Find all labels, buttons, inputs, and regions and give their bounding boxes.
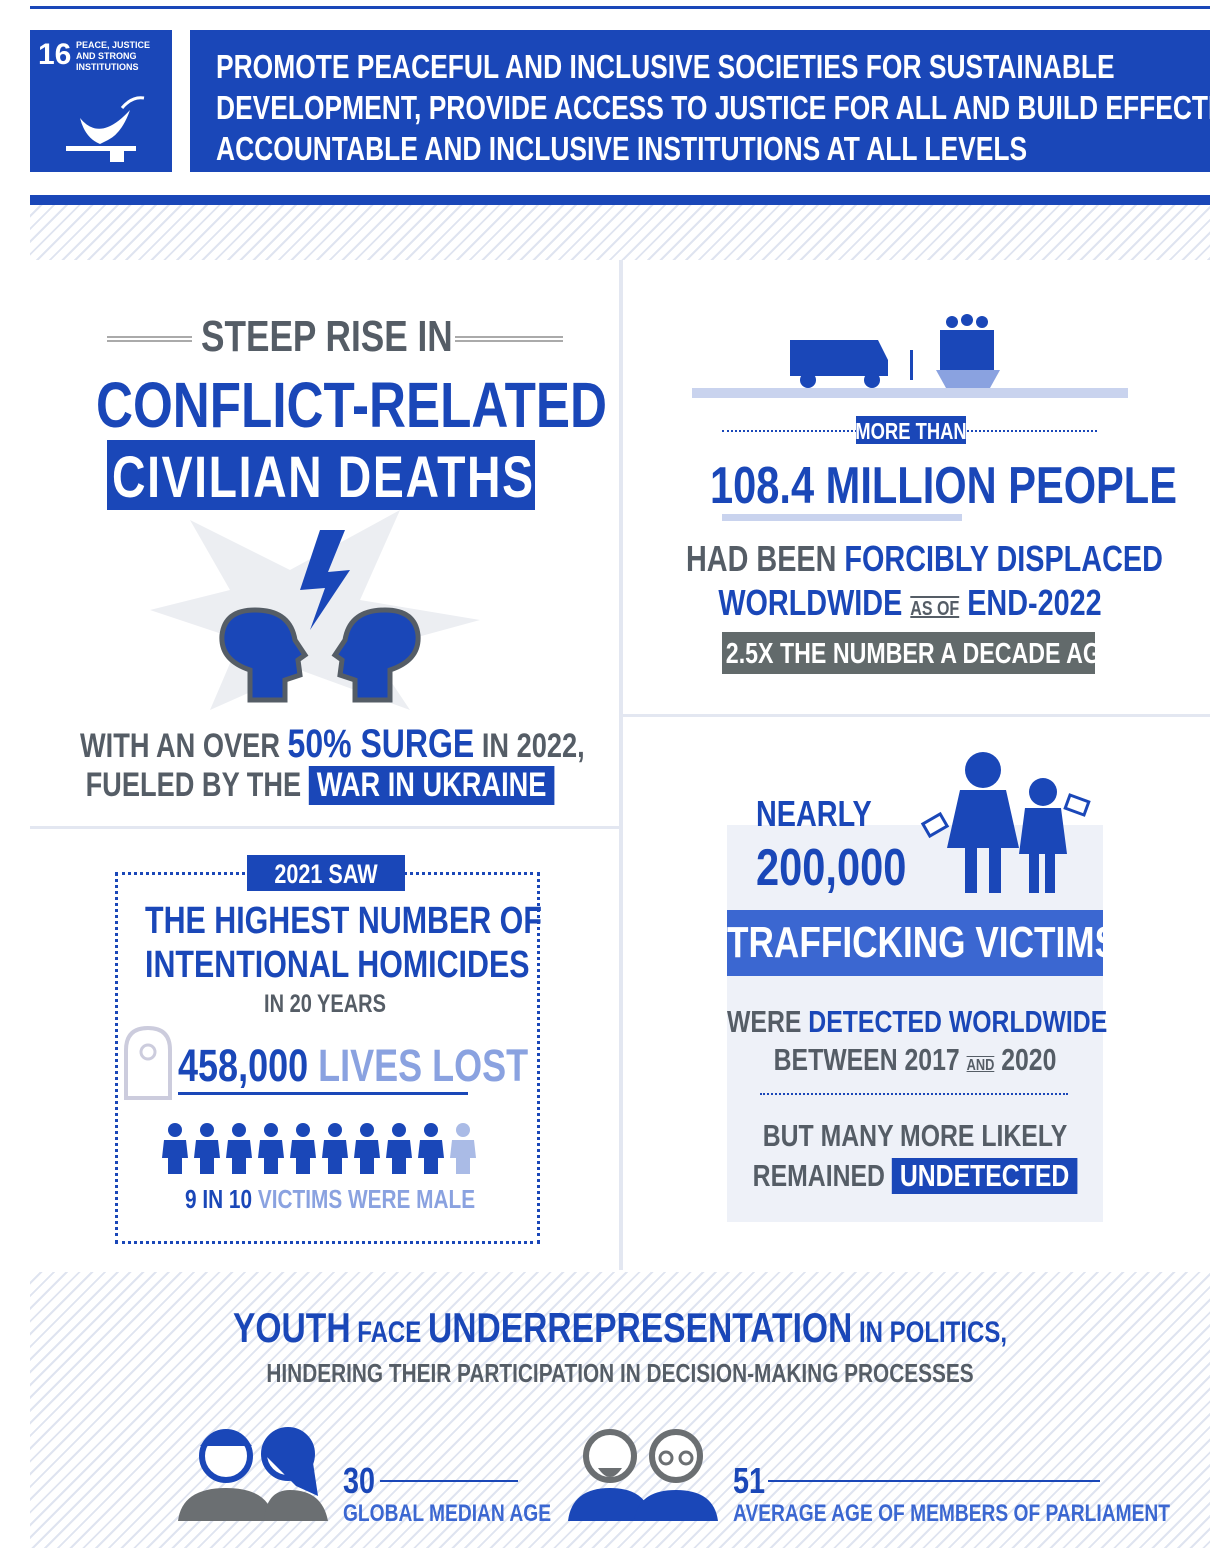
label: TRAFFICKING VICTIMS [727, 918, 1103, 968]
text: AND [967, 1057, 995, 1074]
figure: 458,000 LIVES LOST [178, 1040, 498, 1092]
text: AS OF [910, 598, 959, 620]
divider [619, 260, 623, 1270]
highlight: DETECTED WORLDWIDE [808, 1004, 1107, 1039]
goal-badge: 16 PEACE, JUSTICE AND STRONG INSTITUTION… [30, 30, 172, 172]
trafficking-text: REMAINED UNDETECTED [727, 1158, 1103, 1194]
kicker: NEARLY [756, 793, 916, 835]
stat-label: AVERAGE AGE OF MEMBERS OF PARLIAMENT [733, 1500, 1170, 1528]
rule [455, 336, 563, 342]
caption-text: WITH AN OVER [80, 727, 288, 765]
stat-rule [380, 1480, 518, 1482]
page: 16 PEACE, JUSTICE AND STRONG INSTITUTION… [0, 0, 1224, 1548]
trafficking-text: WERE DETECTED WORLDWIDE [727, 1004, 1103, 1040]
highlight: WORLDWIDE [718, 582, 910, 623]
badge-text: MORE THAN [838, 418, 984, 445]
goal-number: 16 [38, 38, 71, 72]
goal-name-line: PEACE, JUSTICE [76, 40, 166, 51]
text: WERE [727, 1004, 808, 1039]
highlight: UNDERREPRESENTATION [428, 1304, 852, 1351]
figure-suffix: LIVES LOST [318, 1040, 528, 1091]
stat-label: GLOBAL MEDIAN AGE [343, 1500, 551, 1528]
caption-text: FUELED BY THE [86, 766, 309, 804]
top-rule [30, 6, 1210, 9]
displaced-text: WORLDWIDE AS OF END-2022 [686, 582, 1134, 624]
sub: IN 20 YEARS [225, 990, 425, 1019]
text: IN POLITICS, [852, 1316, 1007, 1349]
highlight: YOUTH [233, 1304, 351, 1351]
figure: 108.4 MILLION PEOPLE [710, 456, 1110, 516]
underline [722, 514, 962, 521]
text: HAD BEEN [686, 538, 844, 579]
headline: CIVILIAN DEATHS [112, 444, 528, 511]
dove-icon [60, 88, 150, 164]
text: REMAINED [753, 1158, 892, 1193]
highlight: FORCIBLY DISPLACED [844, 538, 1162, 579]
youth-headline: YOUTH FACE UNDERREPRESENTATION IN POLITI… [188, 1304, 1052, 1352]
text: BETWEEN 2017 [774, 1042, 967, 1077]
footnote-highlight: 9 IN 10 [185, 1184, 252, 1214]
goal-title: PROMOTE PEACEFUL AND INCLUSIVE SOCIETIES… [190, 30, 1210, 172]
goal-title-line: ACCOUNTABLE AND INCLUSIVE INSTITUTIONS A… [216, 128, 1011, 169]
trafficking-text: BETWEEN 2017 AND 2020 [727, 1042, 1103, 1078]
stat-value: 30 [343, 1460, 375, 1502]
figure-number: 458,000 [178, 1040, 308, 1091]
caption-highlight: 50% SURGE [288, 722, 475, 766]
text: FACE [351, 1316, 428, 1349]
note: 2.5X THE NUMBER A DECADE AGO [726, 638, 1092, 671]
children-icon [915, 748, 1095, 898]
goal-name-line: AND STRONG [76, 51, 166, 62]
caption: FUELED BY THE WAR IN UKRAINE [80, 766, 560, 805]
underline [178, 1092, 468, 1095]
tombstone-icon [118, 1020, 178, 1100]
victim-icons [160, 1122, 490, 1176]
divider [623, 714, 1210, 717]
divider [30, 826, 619, 829]
headline: CONFLICT-RELATED [96, 368, 544, 442]
stat-rule [768, 1480, 1100, 1482]
goal-title-line: PROMOTE PEACEFUL AND INCLUSIVE SOCIETIES… [216, 46, 1011, 87]
text: 2020 [994, 1042, 1056, 1077]
kicker: STEEP RISE IN [201, 312, 449, 362]
footnote-text: VICTIMS WERE MALE [252, 1184, 475, 1214]
caption-text: IN 2022, [474, 727, 584, 765]
footnote: 9 IN 10 VICTIMS WERE MALE [185, 1184, 465, 1215]
caption-highlight: WAR IN UKRAINE [309, 766, 555, 805]
youth-subtitle: HINDERING THEIR PARTICIPATION IN DECISIO… [220, 1358, 1020, 1389]
badge-text: 2021 SAW [249, 859, 403, 890]
dotted-rule [760, 1093, 1068, 1095]
goal-name: PEACE, JUSTICE AND STRONG INSTITUTIONS [76, 40, 166, 73]
highlight: UNDETECTED [892, 1158, 1077, 1194]
header-bar [30, 195, 1210, 205]
stat-value: 51 [733, 1460, 765, 1502]
hatch-band [30, 205, 1210, 260]
highlight: END-2022 [959, 582, 1101, 623]
conflict-illustration [150, 510, 490, 710]
rule [107, 336, 192, 342]
youth-icon [178, 1416, 328, 1526]
displaced-text: HAD BEEN FORCIBLY DISPLACED [686, 538, 1134, 580]
caption: WITH AN OVER 50% SURGE IN 2022, [80, 722, 560, 767]
headline: THE HIGHEST NUMBER OF [145, 900, 505, 943]
headline: INTENTIONAL HOMICIDES [145, 944, 505, 987]
displacement-icons [690, 310, 1130, 402]
goal-name-line: INSTITUTIONS [76, 62, 166, 73]
goal-title-line: DEVELOPMENT, PROVIDE ACCESS TO JUSTICE F… [216, 87, 1011, 128]
parliament-icon [568, 1416, 718, 1526]
trafficking-text: BUT MANY MORE LIKELY [727, 1118, 1103, 1154]
